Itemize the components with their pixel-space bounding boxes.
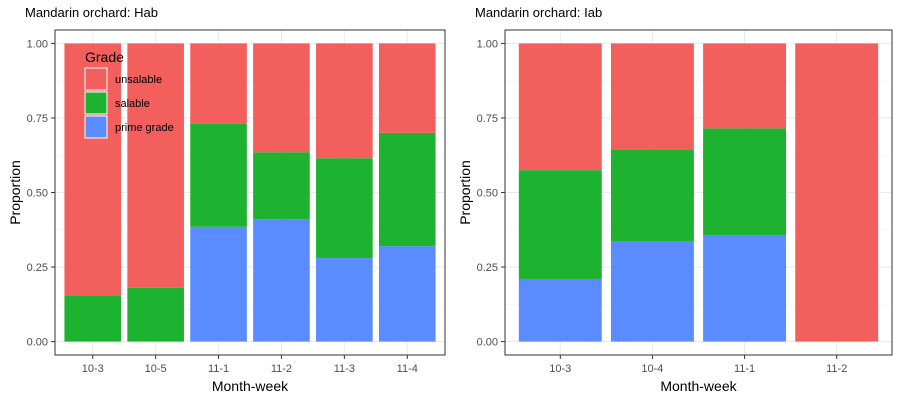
bar-segment-unsalable xyxy=(518,43,602,171)
legend-title: Grade xyxy=(85,49,124,65)
bar-segment-salable xyxy=(518,170,602,279)
bar-segment-prime-grade xyxy=(378,246,436,342)
bar-segment-unsalable xyxy=(316,43,373,159)
bar-segment-salable xyxy=(64,295,122,342)
bar-segment-salable xyxy=(253,152,310,220)
x-tick-label: 11-4 xyxy=(397,363,418,375)
legend-key-salable xyxy=(84,91,108,115)
legend-key-unsalable xyxy=(84,67,108,91)
x-tick-label: 11-2 xyxy=(826,363,847,375)
bar-segment-prime-grade xyxy=(190,226,247,342)
legend-label: salable xyxy=(115,98,150,110)
bars xyxy=(518,43,879,342)
bar-segment-unsalable xyxy=(703,43,787,129)
y-tick-label: 0.25 xyxy=(477,262,498,274)
x-tick-label: 11-3 xyxy=(334,363,355,375)
legend-label: prime grade xyxy=(115,122,174,134)
legend-key-prime-grade xyxy=(84,115,108,139)
bar-segment-unsalable xyxy=(378,43,436,133)
x-tick-label: 10-5 xyxy=(145,363,167,375)
chart-panel-iab: Mandarin orchard: Iab 0.00 0.25 0.50 0.75 1.0… xyxy=(457,5,893,394)
bar-segment-salable xyxy=(127,287,184,342)
legend-label: unsalable xyxy=(115,74,162,86)
bar-segment-salable xyxy=(190,123,247,227)
y-tick-label: 0.75 xyxy=(477,113,498,125)
bar-segment-prime-grade xyxy=(703,235,787,342)
legend: Grade unsalable salable prime grade xyxy=(84,49,174,139)
bar-segment-prime-grade xyxy=(316,258,373,342)
bar-segment-salable xyxy=(316,158,373,259)
bar-segment-unsalable xyxy=(795,43,879,342)
y-tick-label: 1.00 xyxy=(27,38,48,50)
x-axis-title: Month-week xyxy=(212,378,289,394)
bar-segment-salable xyxy=(378,132,436,247)
x-tick-label: 11-1 xyxy=(734,363,755,375)
y-tick-label: 0.50 xyxy=(477,188,498,200)
chart-title: Mandarin orchard: Hab xyxy=(25,5,158,20)
x-axis-title: Month-week xyxy=(660,378,737,394)
y-tick-label: 1.00 xyxy=(477,38,498,50)
x-tick-label: 10-4 xyxy=(641,363,663,375)
y-tick-label: 0.00 xyxy=(27,337,48,349)
y-axis-title: Proportion xyxy=(7,160,23,225)
x-tick-label: 11-1 xyxy=(208,363,229,375)
chart-panel-hab: Mandarin orchard: Hab 0.00 0.25 0.50 0.75 1.0… xyxy=(7,5,446,394)
bars xyxy=(64,43,436,342)
bar-segment-unsalable xyxy=(610,43,694,150)
x-tick-label: 10-3 xyxy=(82,363,104,375)
y-tick-label: 0.00 xyxy=(477,337,498,349)
bar-segment-salable xyxy=(610,149,694,242)
y-tick-label: 0.75 xyxy=(27,113,48,125)
chart-title: Mandarin orchard: Iab xyxy=(475,5,602,20)
x-tick-label: 10-3 xyxy=(549,363,571,375)
bar-segment-prime-grade xyxy=(518,278,602,342)
y-tick-label: 0.25 xyxy=(27,262,48,274)
y-tick-label: 0.50 xyxy=(27,188,48,200)
bar-segment-prime-grade xyxy=(610,241,694,342)
bar-segment-salable xyxy=(703,128,787,236)
bar-segment-unsalable xyxy=(253,43,310,153)
bar-segment-prime-grade xyxy=(253,219,310,342)
bar-segment-unsalable xyxy=(190,43,247,124)
x-tick-label: 11-2 xyxy=(271,363,292,375)
y-axis-title: Proportion xyxy=(457,160,473,225)
bar-segment-unsalable xyxy=(127,43,184,288)
